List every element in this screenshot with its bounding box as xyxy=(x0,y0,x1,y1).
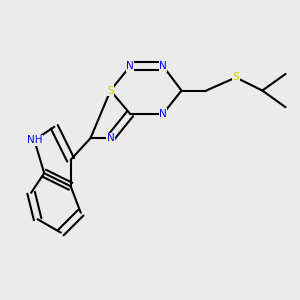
Text: N: N xyxy=(126,61,134,71)
Text: N: N xyxy=(106,133,114,143)
Text: NH: NH xyxy=(27,135,42,145)
Text: S: S xyxy=(107,85,114,96)
Text: N: N xyxy=(159,109,167,119)
Text: S: S xyxy=(232,73,239,82)
Text: N: N xyxy=(159,61,167,71)
